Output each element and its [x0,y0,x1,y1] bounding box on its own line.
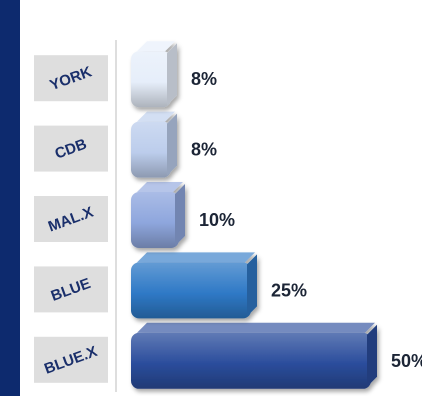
category-label: BLUE.X [34,336,108,383]
category-label: MAL.X [34,196,108,242]
bars-layer [131,41,377,389]
category-label-box [34,266,108,313]
bar-top-bevel [137,182,183,192]
bar-face [131,121,171,178]
bar-top-bevel [137,322,375,333]
bar-end-cap [367,324,377,387]
data-label: 25% [271,280,307,300]
data-label: 8% [191,140,217,160]
category-label: BLUE [34,266,108,313]
category-label-box [34,125,108,172]
bar-end-cap [175,184,185,246]
bar-cdb [131,111,177,178]
bar-end-cap [167,113,177,176]
bar-face [131,332,371,389]
category-label-box [34,55,108,102]
category-label: YORK [34,55,108,102]
data-label: 10% [199,210,235,230]
bar-york [131,41,177,108]
category-label-box [34,336,108,383]
bar-top-bevel [137,41,175,52]
left-accent-bar [0,0,20,396]
category-label-box [34,196,108,242]
data-labels-layer: 50% 25% 10% 8% 8% [191,69,422,371]
bar-end-cap [167,43,177,106]
data-label: 50% [391,351,422,371]
data-label: 8% [191,69,217,89]
bar-end-cap [247,254,257,317]
bar-mal-x [131,182,185,248]
bar-blue [131,252,257,319]
category-label: CDB [34,125,108,172]
category-labels-layer: BLUE.X BLUE MAL.X CDB YORK [34,55,108,383]
bar-face [131,262,251,319]
bar-top-bevel [137,111,175,122]
bar-blue-x [131,322,377,389]
bar-face [131,192,179,248]
bar-face [131,51,171,108]
bar-top-bevel [137,252,255,263]
